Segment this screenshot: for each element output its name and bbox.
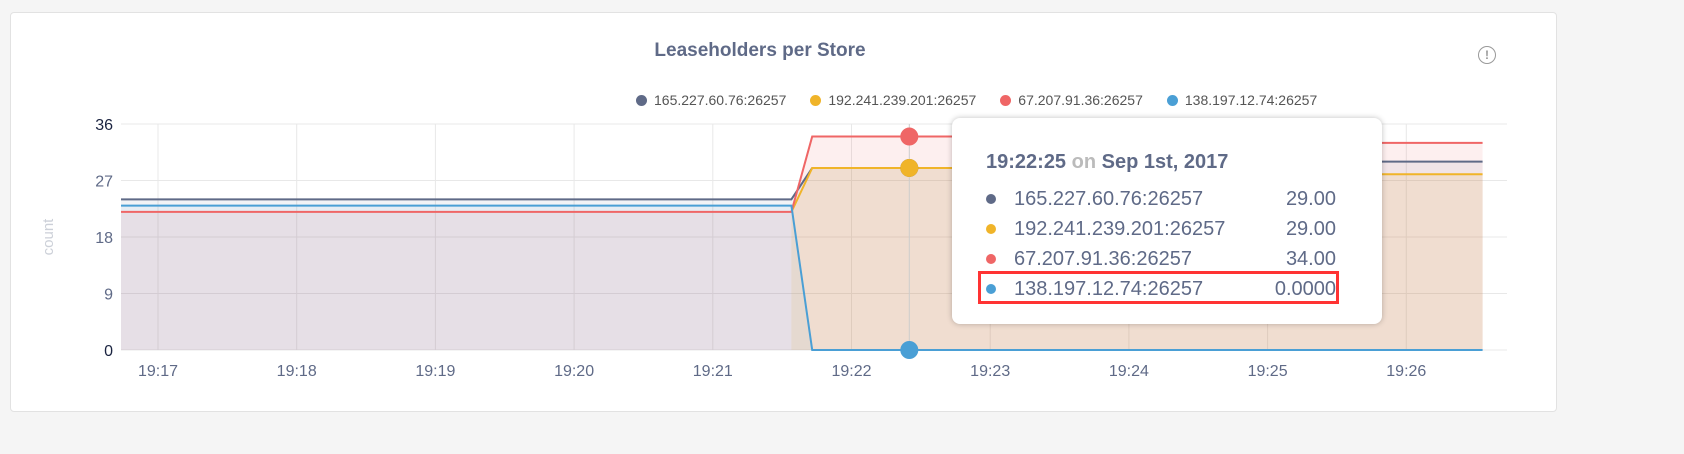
tooltip-header: 19:22:25 on Sep 1st, 2017 bbox=[986, 151, 1228, 174]
series-dot bbox=[986, 194, 996, 204]
y-tick-label: 27 bbox=[95, 174, 113, 191]
legend-item[interactable]: 67.207.91.36:26257 bbox=[1000, 92, 1143, 108]
tooltip-value: 29.00 bbox=[1285, 217, 1336, 240]
series-line bbox=[121, 204, 1483, 351]
tooltip-row: 67.207.91.36:26257 34.00 bbox=[986, 243, 1336, 275]
series-dot bbox=[986, 254, 996, 264]
y-axis-label: count bbox=[40, 218, 57, 256]
tooltip-series-name: 138.197.12.74:26257 bbox=[1014, 277, 1204, 300]
x-tick-label: 19:23 bbox=[970, 363, 1010, 380]
x-tick-label: 19:21 bbox=[693, 363, 733, 380]
tooltip-row: 138.197.12.74:26257 0.0000 bbox=[986, 273, 1336, 305]
legend-dot bbox=[1166, 94, 1178, 106]
tooltip-series-name: 165.227.60.76:26257 bbox=[1014, 187, 1204, 210]
legend-label: 192.241.239.201:26257 bbox=[828, 92, 977, 108]
info-circle-icon[interactable]: ! bbox=[1478, 46, 1496, 64]
legend: 165.227.60.76:26257 192.241.239.201:2625… bbox=[636, 92, 1317, 108]
highlight-box bbox=[978, 271, 1339, 304]
legend-item[interactable]: 165.227.60.76:26257 bbox=[636, 92, 786, 108]
x-tick-label: 19:18 bbox=[277, 363, 317, 380]
legend-label: 165.227.60.76:26257 bbox=[654, 92, 787, 108]
tooltip-date: Sep 1st, 2017 bbox=[1101, 151, 1229, 173]
tooltip-value: 0.0000 bbox=[1274, 277, 1336, 300]
x-tick-label: 19:25 bbox=[1248, 363, 1288, 380]
legend-item[interactable]: 138.197.12.74:26257 bbox=[1166, 92, 1318, 108]
x-tick-label: 19:19 bbox=[415, 363, 455, 380]
tooltip-series-name: 192.241.239.201:26257 bbox=[1014, 217, 1226, 240]
tooltip-on: on bbox=[1071, 151, 1097, 173]
legend-dot bbox=[1000, 94, 1012, 106]
tooltip-series-name: 67.207.91.36:26257 bbox=[1014, 247, 1192, 270]
tooltip-row: 165.227.60.76:26257 29.00 bbox=[986, 183, 1336, 215]
tooltip-value: 29.00 bbox=[1285, 187, 1336, 210]
y-tick-label: 18 bbox=[95, 230, 113, 247]
legend-label: 138.197.12.74:26257 bbox=[1184, 92, 1318, 108]
y-tick-label: 36 bbox=[95, 117, 113, 134]
tooltip: 19:22:25 on Sep 1st, 2017 165.227.60.76:… bbox=[952, 118, 1382, 324]
legend-item[interactable]: 192.241.239.201:26257 bbox=[810, 92, 976, 108]
hover-point bbox=[900, 127, 919, 146]
series-dot bbox=[986, 284, 996, 294]
legend-dot bbox=[636, 94, 647, 106]
tooltip-row: 192.241.239.201:26257 29.00 bbox=[986, 213, 1336, 245]
series-dot bbox=[986, 224, 996, 234]
x-tick-label: 19:20 bbox=[554, 363, 594, 380]
hover-point bbox=[900, 341, 919, 359]
y-tick-label: 9 bbox=[104, 287, 113, 304]
x-tick-label: 19:26 bbox=[1386, 363, 1426, 380]
x-tick-label: 19:17 bbox=[138, 363, 178, 380]
x-tick-label: 19:22 bbox=[831, 363, 871, 380]
chart-title: Leaseholders per Store bbox=[654, 40, 866, 61]
legend-label: 67.207.91.36:26257 bbox=[1018, 92, 1143, 108]
x-tick-label: 19:24 bbox=[1109, 363, 1149, 380]
series-area bbox=[121, 205, 1483, 350]
legend-dot bbox=[810, 94, 822, 106]
y-tick-label: 0 bbox=[104, 343, 113, 360]
tooltip-time: 19:22:25 bbox=[986, 151, 1067, 173]
hover-point bbox=[900, 158, 919, 177]
tooltip-value: 34.00 bbox=[1285, 247, 1336, 270]
